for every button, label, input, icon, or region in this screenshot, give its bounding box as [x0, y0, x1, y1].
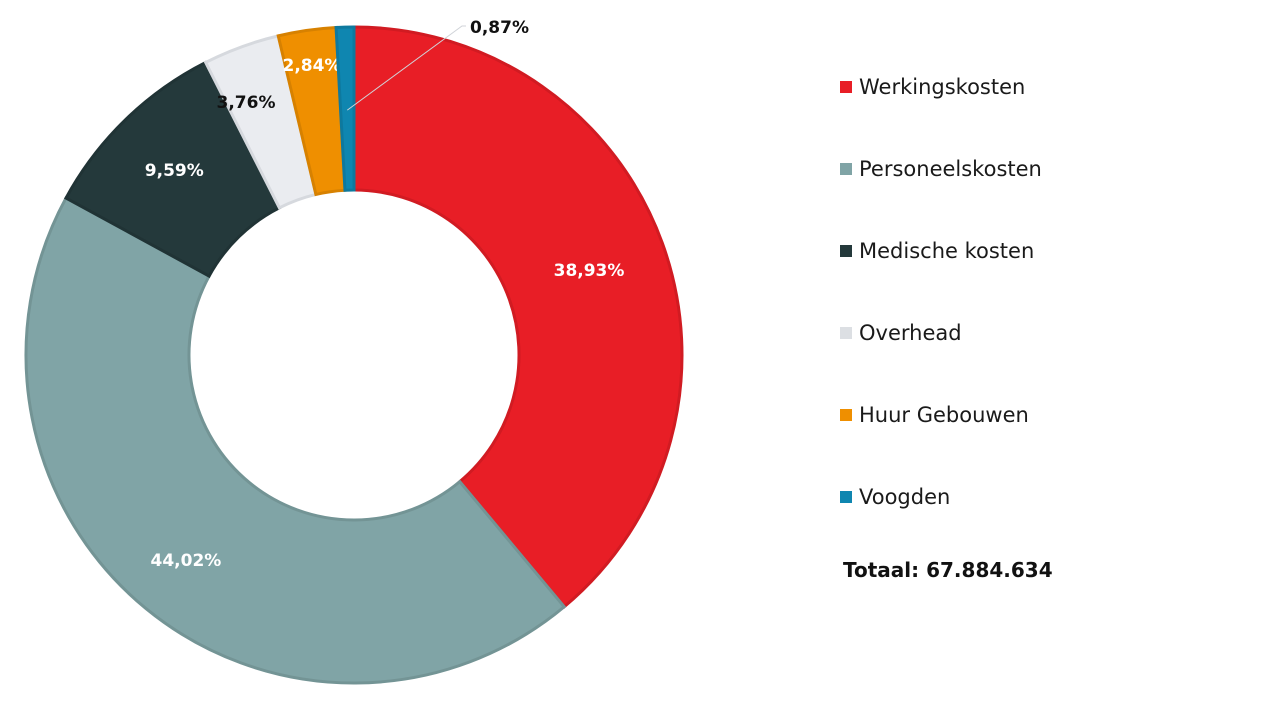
legend-swatch: [840, 244, 852, 257]
legend-item-huur-gebouwen: Huur Gebouwen: [840, 396, 1260, 433]
donut-chart: 38,93% 44,02% 9,59% 3,76% 2,84% 0,87%: [24, 18, 684, 685]
legend-label: Voogden: [859, 484, 951, 509]
legend-label: Overhead: [859, 320, 962, 345]
legend-item-voogden: Voogden: [840, 478, 1260, 515]
data-label-personeelskosten: 44,02%: [151, 551, 222, 571]
slice-voogden: [334, 25, 356, 192]
legend-label: Werkingskosten: [859, 74, 1026, 99]
legend-swatch: [840, 408, 852, 421]
leader-line-voogden: [347, 25, 466, 111]
slice-personeelskosten: [24, 196, 567, 685]
data-label-voogden: 0,87%: [470, 18, 529, 38]
legend-swatch: [840, 490, 852, 503]
data-label-overhead: 3,76%: [217, 93, 276, 113]
legend-item-medische-kosten: Medische kosten: [840, 232, 1260, 269]
legend-swatch: [840, 80, 852, 93]
legend-item-personeelskosten: Personeelskosten: [840, 150, 1260, 187]
total-label: Totaal: 67.884.634: [843, 558, 1053, 582]
legend-item-werkingskosten: Werkingskosten: [840, 68, 1260, 105]
legend-swatch: [840, 162, 852, 175]
legend-item-overhead: Overhead: [840, 314, 1260, 351]
data-label-huur-gebouwen: 2,84%: [282, 56, 341, 76]
legend-label: Huur Gebouwen: [859, 402, 1029, 427]
data-label-medische-kosten: 9,59%: [145, 161, 204, 181]
legend-label: Medische kosten: [859, 238, 1035, 263]
legend-label: Personeelskosten: [859, 156, 1042, 181]
chart-legend: Werkingskosten Personeelskosten Medische k…: [840, 68, 1260, 560]
legend-swatch: [840, 326, 852, 339]
slice-werkingskosten: [352, 25, 684, 609]
data-label-werkingskosten: 38,93%: [554, 261, 625, 281]
